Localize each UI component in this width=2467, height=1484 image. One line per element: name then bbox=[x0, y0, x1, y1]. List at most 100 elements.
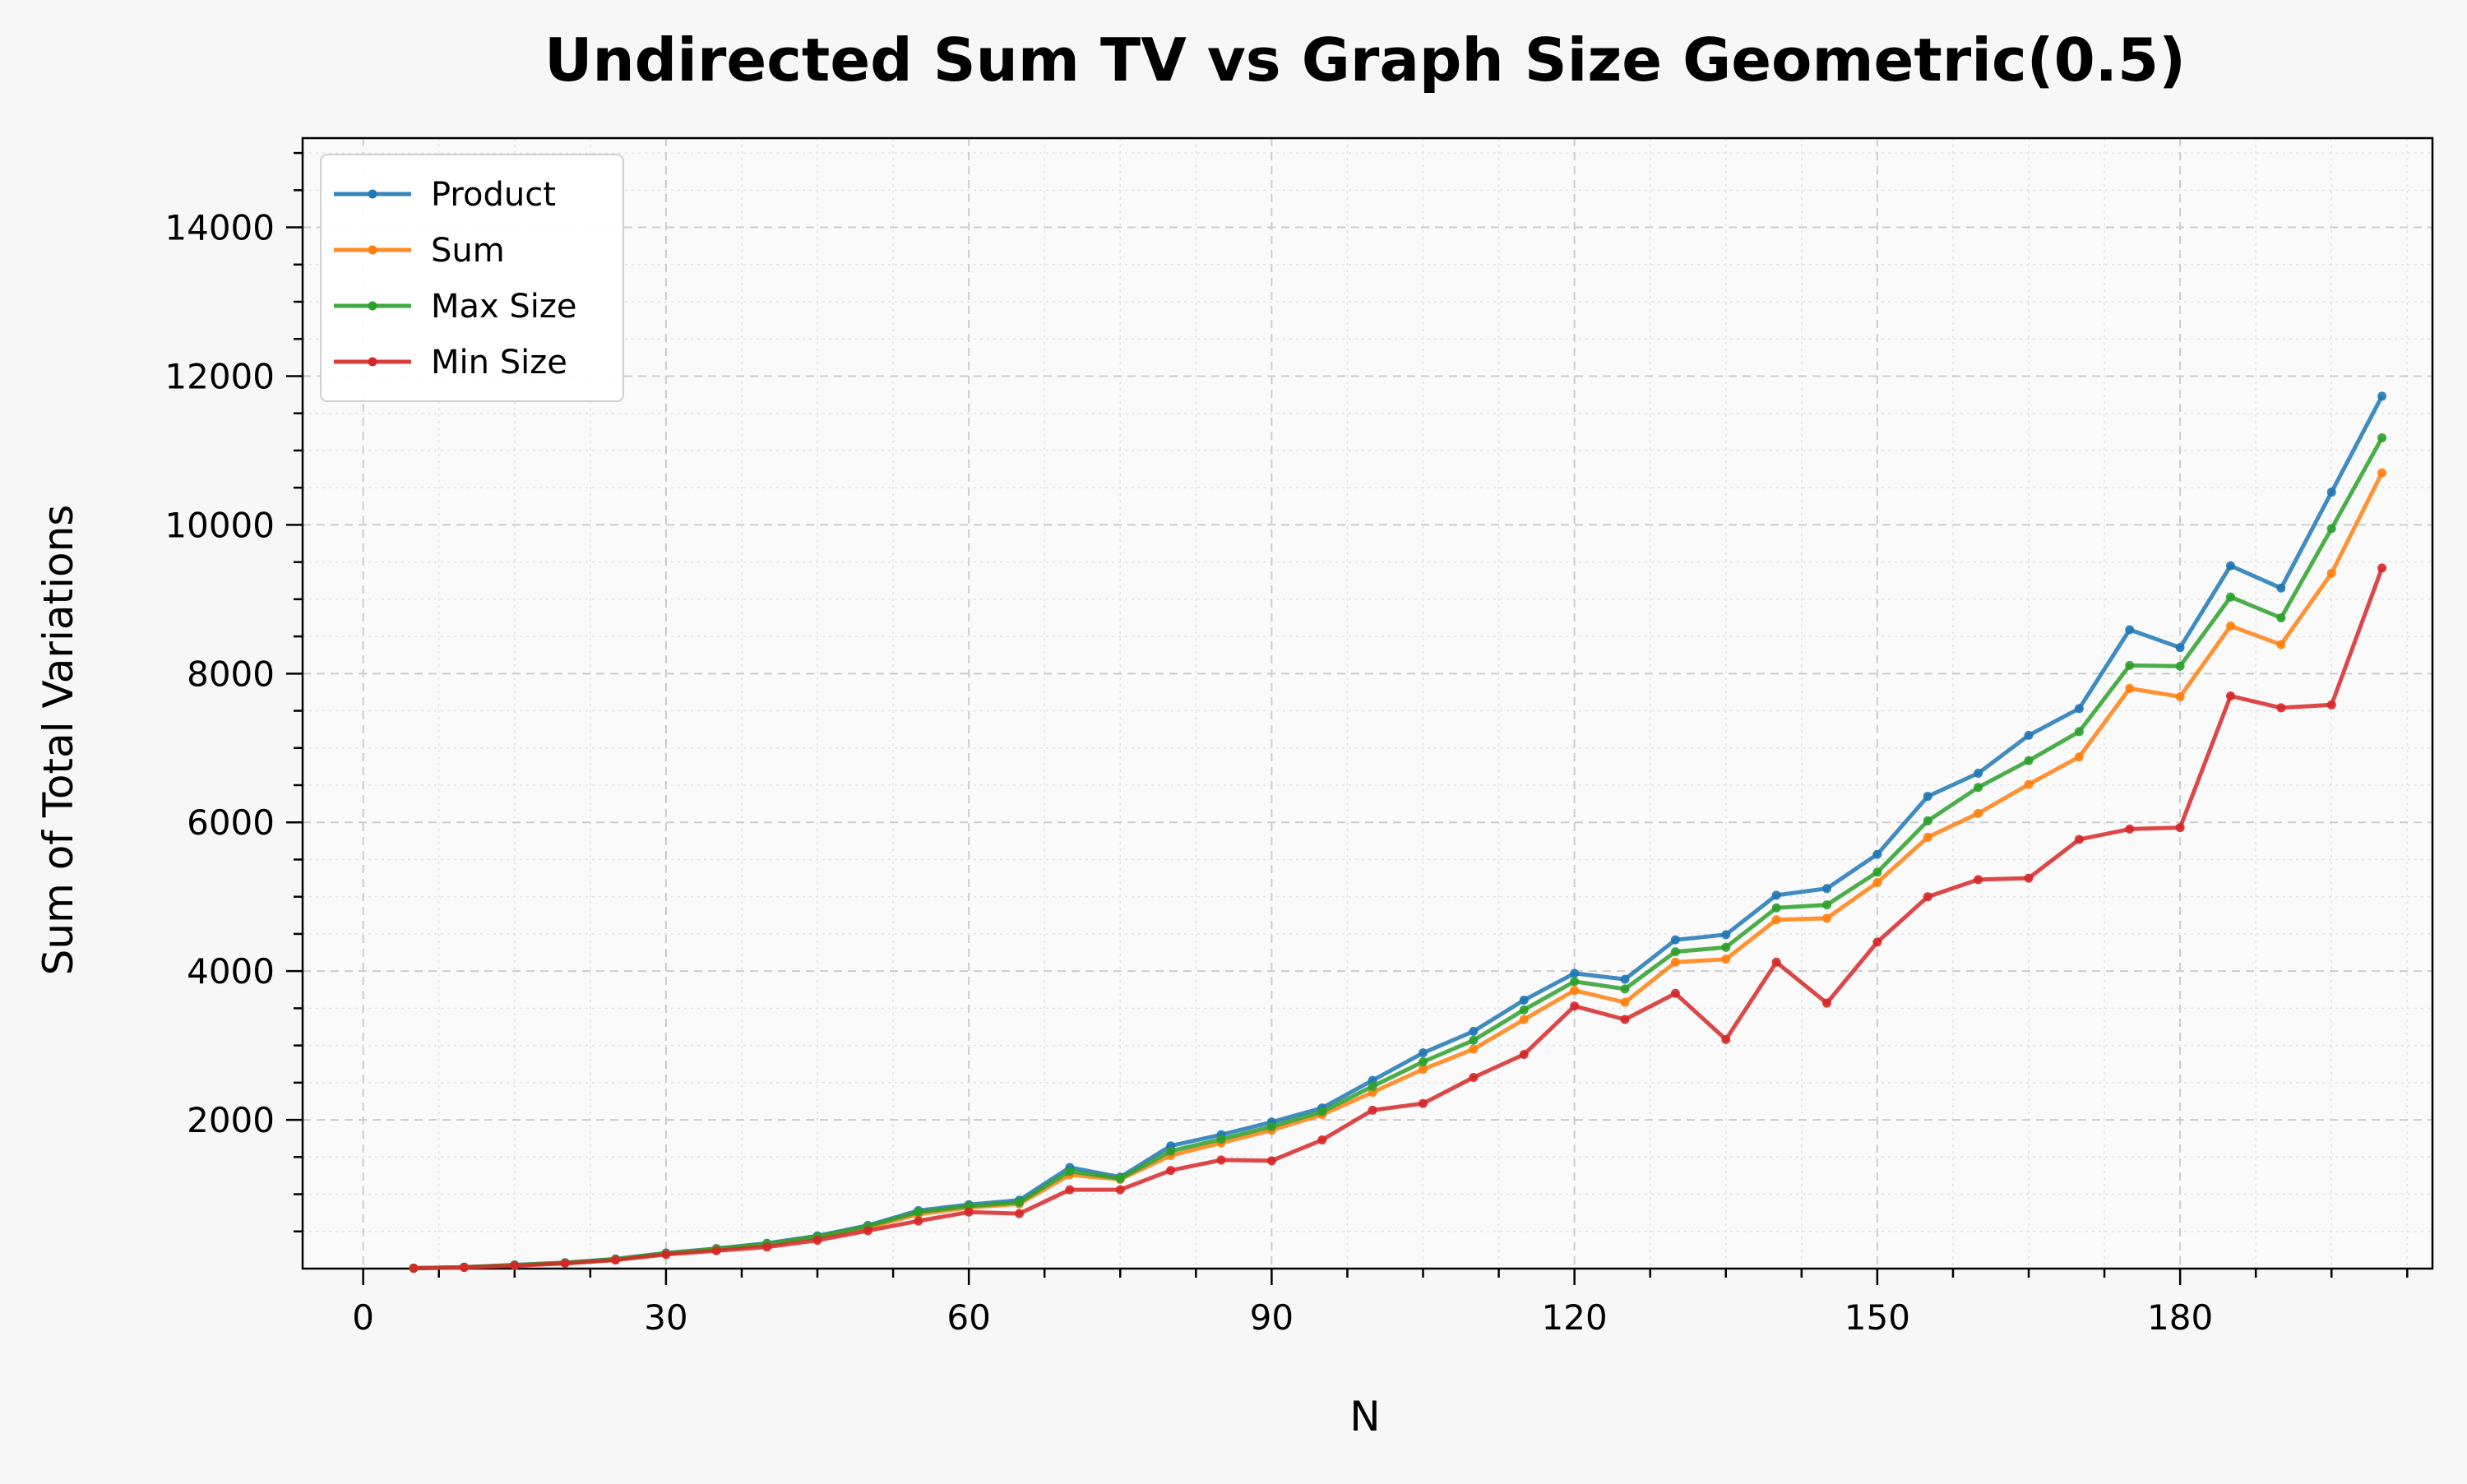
data-point-min-size bbox=[863, 1226, 872, 1236]
legend-label: Min Size bbox=[431, 344, 567, 381]
data-point-min-size bbox=[711, 1246, 721, 1255]
y-tick-label: 12000 bbox=[164, 356, 275, 396]
data-point-max-size bbox=[1822, 900, 1832, 910]
data-point-max-size bbox=[1923, 816, 1932, 825]
data-point-max-size bbox=[2074, 727, 2084, 737]
data-point-min-size bbox=[661, 1250, 671, 1260]
series-line-max-size bbox=[413, 437, 2384, 1270]
legend-marker bbox=[368, 357, 377, 367]
data-point-min-size bbox=[2276, 703, 2286, 713]
y-tick-label: 10000 bbox=[164, 505, 275, 545]
data-point-min-size bbox=[1620, 1015, 1630, 1024]
data-point-min-size bbox=[1721, 1034, 1731, 1044]
legend-marker bbox=[368, 301, 377, 311]
data-point-product bbox=[2377, 391, 2387, 401]
data-point-sum bbox=[2024, 779, 2034, 789]
data-point-product bbox=[2226, 561, 2236, 571]
x-axis-label: N bbox=[1349, 1393, 1380, 1440]
x-tick-label: 120 bbox=[1542, 1297, 1608, 1338]
data-point-min-size bbox=[2377, 563, 2387, 573]
data-point-product bbox=[1974, 769, 1983, 779]
data-point-min-size bbox=[1519, 1049, 1529, 1059]
x-tick-label: 30 bbox=[644, 1297, 687, 1338]
data-point-product bbox=[1822, 884, 1832, 894]
data-point-min-size bbox=[1419, 1098, 1428, 1108]
legend-label: Max Size bbox=[431, 288, 577, 326]
data-point-min-size bbox=[2326, 700, 2336, 710]
data-point-max-size bbox=[2175, 661, 2185, 671]
data-point-min-size bbox=[2024, 873, 2034, 883]
data-point-sum bbox=[1923, 832, 1932, 842]
data-point-product bbox=[1469, 1026, 1479, 1036]
data-point-product bbox=[1923, 792, 1932, 802]
data-point-product bbox=[1419, 1048, 1428, 1058]
data-point-max-size bbox=[1015, 1197, 1025, 1207]
data-point-sum bbox=[2175, 691, 2185, 701]
data-point-min-size bbox=[914, 1216, 923, 1226]
data-point-product bbox=[2175, 643, 2185, 653]
data-point-sum bbox=[1469, 1044, 1479, 1054]
data-point-min-size bbox=[1368, 1105, 1377, 1115]
data-point-max-size bbox=[1469, 1035, 1479, 1045]
data-point-sum bbox=[2226, 621, 2236, 631]
data-point-max-size bbox=[1974, 783, 1983, 793]
data-point-min-size bbox=[2175, 823, 2185, 833]
data-point-min-size bbox=[2226, 691, 2236, 700]
data-point-product bbox=[1771, 890, 1781, 900]
data-point-min-size bbox=[1166, 1166, 1176, 1176]
data-point-product bbox=[1721, 930, 1731, 940]
data-point-max-size bbox=[1166, 1146, 1176, 1156]
data-point-sum bbox=[1721, 955, 1731, 964]
data-point-max-size bbox=[2226, 592, 2236, 602]
data-point-max-size bbox=[2326, 524, 2336, 534]
data-point-min-size bbox=[1923, 892, 1932, 902]
data-point-sum bbox=[1519, 1015, 1529, 1024]
data-point-min-size bbox=[1570, 1001, 1580, 1011]
data-point-max-size bbox=[1620, 984, 1630, 994]
data-point-min-size bbox=[1771, 957, 1781, 967]
y-tick-label: 14000 bbox=[164, 208, 275, 248]
data-point-max-size bbox=[1317, 1107, 1327, 1116]
data-point-product bbox=[2074, 704, 2084, 714]
data-point-max-size bbox=[1570, 977, 1580, 987]
legend-label: Sum bbox=[431, 232, 505, 270]
y-ticks: 2000 4000 6000 8000 10000 12000 14000 bbox=[164, 151, 303, 1233]
data-point-max-size bbox=[2024, 756, 2034, 765]
plot-area: 0 30 60 90 120 150 180 2000 4000 6000 8000 10000 120… bbox=[164, 136, 2434, 1338]
data-point-sum bbox=[2276, 640, 2286, 650]
data-point-product bbox=[2276, 583, 2286, 593]
data-point-min-size bbox=[1216, 1155, 1226, 1165]
x-ticks: 0 30 60 90 120 150 180 bbox=[352, 1269, 2409, 1338]
data-point-product bbox=[1670, 935, 1680, 945]
x-tick-label: 60 bbox=[947, 1297, 990, 1338]
data-point-product bbox=[1570, 969, 1580, 978]
data-point-max-size bbox=[1771, 903, 1781, 913]
legend-box bbox=[320, 154, 624, 402]
data-point-sum bbox=[1974, 808, 1983, 818]
data-point-min-size bbox=[762, 1242, 772, 1252]
data-point-min-size bbox=[611, 1255, 621, 1265]
data-point-min-size bbox=[1115, 1185, 1125, 1195]
data-point-min-size bbox=[2074, 834, 2084, 844]
data-point-min-size bbox=[812, 1236, 822, 1246]
data-point-product bbox=[2326, 488, 2336, 497]
data-point-product bbox=[1620, 974, 1630, 984]
data-point-min-size bbox=[1974, 875, 1983, 885]
legend: Product Sum Max Size Min Size bbox=[320, 154, 624, 402]
data-point-sum bbox=[2125, 683, 2135, 693]
data-point-sum bbox=[1771, 915, 1781, 925]
data-point-min-size bbox=[1872, 937, 1882, 947]
legend-label: Product bbox=[431, 176, 556, 214]
y-axis-label: Sum of Total Variations bbox=[35, 505, 82, 976]
data-point-min-size bbox=[560, 1259, 570, 1269]
x-tick-label: 0 bbox=[352, 1297, 374, 1338]
data-point-sum bbox=[1872, 878, 1882, 888]
data-point-min-size bbox=[1670, 988, 1680, 998]
data-point-min-size bbox=[1317, 1135, 1327, 1145]
data-point-max-size bbox=[1216, 1135, 1226, 1144]
data-point-max-size bbox=[1368, 1081, 1377, 1091]
data-point-product bbox=[2125, 625, 2135, 635]
data-point-sum bbox=[2074, 752, 2084, 762]
